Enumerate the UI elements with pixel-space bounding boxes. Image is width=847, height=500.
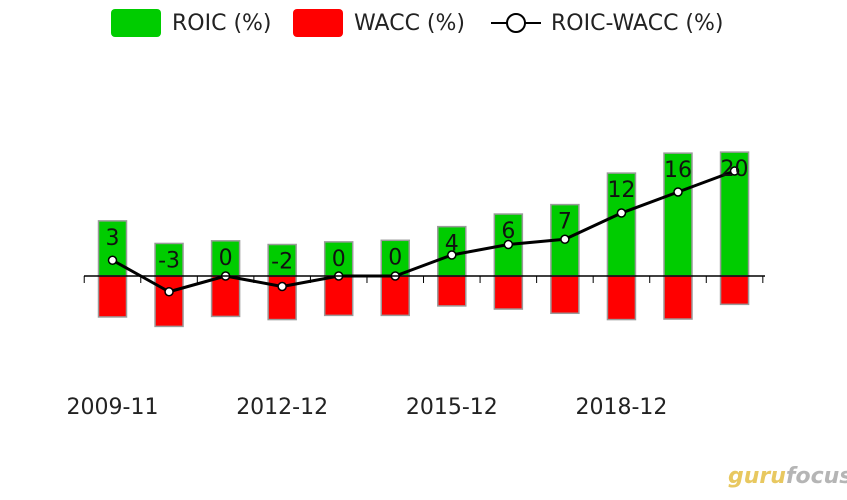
roic-bar-2018-12 [606,172,637,277]
wacc-bar-2014-12 [380,275,410,317]
wacc-bar-2016-12 [493,275,524,310]
roic-wacc-point-2017-12 [560,234,570,244]
data-label-2014-12: 0 [388,245,402,270]
data-label-2010-12: -3 [158,248,180,273]
data-label-2011-12: 0 [219,246,233,271]
wacc-bar-2013-12 [323,275,354,317]
legend-label-roic: ROIC (%) [172,11,272,36]
roic-wacc-point-2020-12 [729,166,740,176]
roic-wacc-point-2019-12 [673,187,683,197]
roic-bar-2014-12 [380,239,410,277]
data-label-2018-12: 12 [607,178,635,203]
data-label-2009-11: 3 [106,226,120,251]
roic-bar-2013-12 [323,241,354,277]
wacc-bar-2009-11 [97,275,128,318]
roic-wacc-point-2018-12 [616,208,627,218]
legend-label-wacc: WACC (%) [354,11,465,36]
legend-label-spread: ROIC-WACC (%) [551,11,724,36]
roic-wacc-line [111,169,736,294]
data-label-2012-12: -2 [271,250,293,275]
wacc-bar-2010-12 [154,275,184,328]
wacc-bar-2015-12 [437,275,467,307]
wacc-bar-2018-12 [606,275,637,321]
watermark: gurufocus [728,464,847,489]
watermark-guru: guru [728,464,786,489]
legend: ROIC (%) WACC (%) ROIC-WACC (%) [111,9,724,37]
roic-wacc-point-2016-12 [503,239,514,250]
watermark-focus: focus [786,464,847,489]
roic-wacc-point-2012-12 [277,281,287,292]
x-tick-label: 2015-12 [406,395,498,420]
data-label-2019-12: 16 [664,158,692,183]
data-label-2020-12: 20 [721,157,749,182]
wacc-bar-2019-12 [663,275,693,320]
x-tick-label: 2012-12 [236,395,328,420]
data-label-2017-12: 7 [558,210,572,235]
data-label-2015-12: 4 [445,232,459,257]
legend-marker-spread [506,13,526,33]
x-tick-label: 2009-11 [67,395,159,420]
roic-wacc-point-2015-12 [447,250,457,260]
plot-area: 3 -3 0 -2 0 0 4 6 7 12 16 20 [97,151,750,328]
roic-bar-2019-12 [663,152,693,277]
roic-wacc-point-2010-12 [164,287,174,297]
wacc-bar-2020-12 [719,275,750,306]
legend-swatch-wacc [293,9,343,37]
legend-swatch-roic [111,9,161,37]
roic-wacc-point-2009-11 [107,255,118,265]
x-axis: 2009-11 2012-12 2015-12 2018-12 [67,275,765,420]
data-label-2013-12: 0 [332,247,346,272]
data-label-2016-12: 6 [501,219,515,244]
wacc-bar-2011-12 [210,275,241,318]
x-tick-label: 2018-12 [575,395,667,420]
wacc-bar-2017-12 [550,275,580,315]
roic-bar-2010-12 [154,242,184,277]
